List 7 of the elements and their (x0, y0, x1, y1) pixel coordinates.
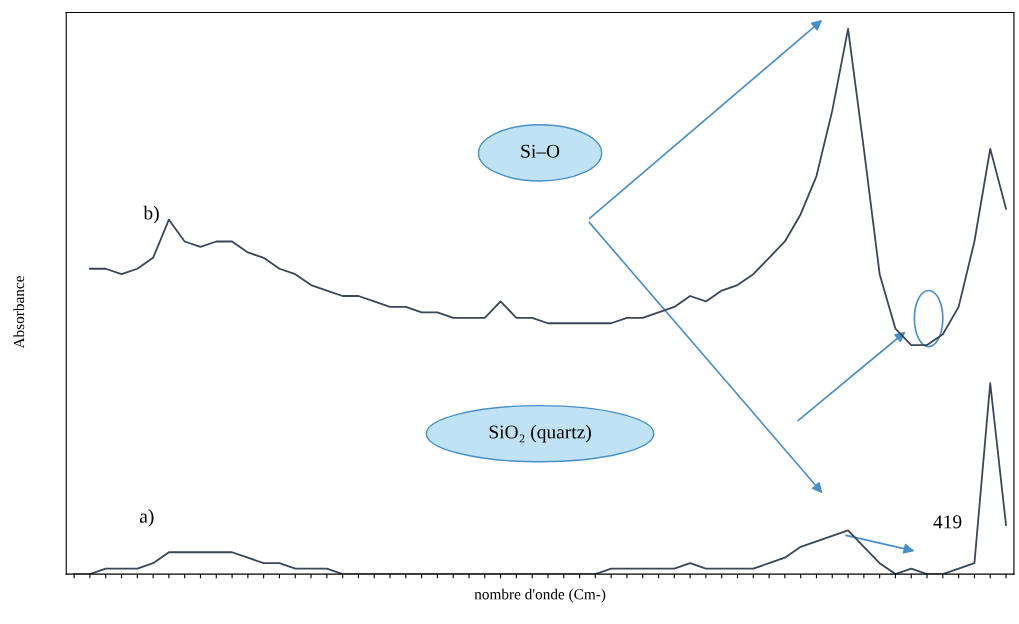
annotation: SiO₂ (quartz) (489, 424, 591, 443)
annotation: Si–O (521, 144, 560, 158)
annotation: 419 (933, 515, 962, 529)
annotation: a) (139, 509, 154, 527)
x-axis-title: nombre d'onde (Cm-) (474, 588, 606, 603)
y-axis-title: Absorbance (13, 276, 25, 349)
annotation: b) (143, 205, 159, 224)
